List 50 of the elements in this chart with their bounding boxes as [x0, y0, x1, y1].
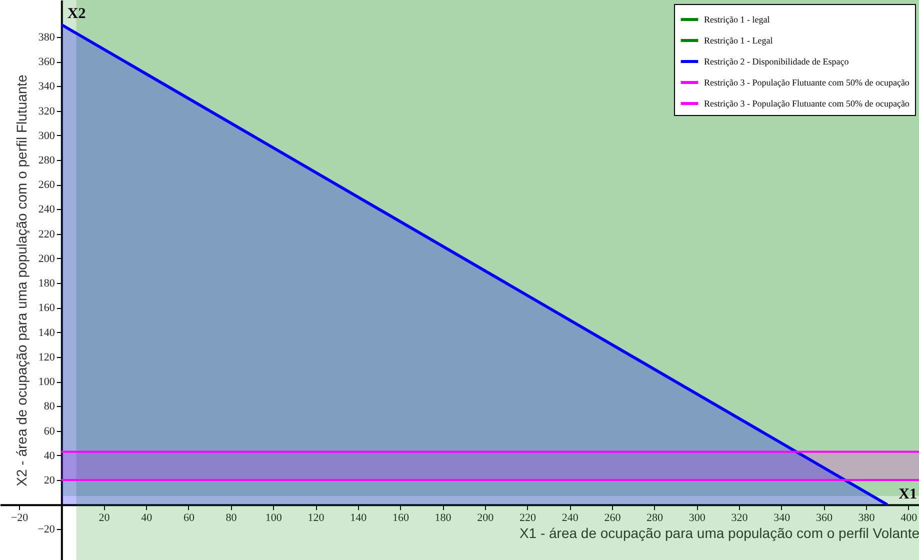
legend-label: Restrição 3 - População Flutuante com 50% de ocupação: [704, 98, 910, 108]
annotation: X2: [67, 6, 86, 22]
y-tick-label: 320: [38, 105, 56, 118]
y-tick-label: 160: [38, 302, 56, 314]
y-tick-label: 40: [44, 450, 56, 462]
x-tick-label: 260: [604, 512, 622, 524]
x-tick-label: 140: [350, 512, 368, 524]
x-tick-label: 80: [226, 512, 238, 524]
legend-label: Restrição 2 - Disponibilidade de Espaço: [704, 56, 850, 66]
x-tick-label: 280: [646, 512, 664, 524]
y-tick-label: 280: [38, 154, 56, 166]
legend-label: Restrição 3 - População Flutuante com 50% de ocupação: [704, 78, 910, 88]
x-tick-label: 400: [900, 512, 918, 524]
y-tick-label: 20: [44, 474, 56, 486]
y-tick-label: 260: [38, 179, 56, 192]
x-tick-label: 20: [98, 512, 110, 524]
x-tick-label: 240: [562, 512, 579, 524]
y-tick-label: 200: [38, 252, 56, 265]
y-tick-label: 360: [38, 56, 56, 68]
y-tick-label: 220: [38, 228, 56, 240]
band-label: Restrição 1 - Legal: [704, 36, 774, 46]
y-tick-label: 120: [38, 351, 56, 364]
y-tick-label: 240: [38, 204, 56, 216]
x-tick-label: 60: [183, 512, 195, 524]
x-tick-label: 120: [308, 512, 325, 524]
y-tick-label: 180: [38, 278, 56, 290]
y-tick-label: 340: [38, 80, 56, 93]
x-tick-label: −20: [10, 512, 29, 524]
x-tick-label: 300: [688, 512, 706, 524]
x-tick-label: 340: [774, 512, 791, 524]
x-tick-label: 160: [392, 512, 410, 524]
x-tick-label: 220: [520, 512, 537, 524]
x-tick-label: 360: [816, 512, 833, 524]
annotation: X1: [898, 486, 917, 503]
x-tick-label: 40: [141, 512, 153, 524]
x-tick-label: 380: [858, 512, 876, 524]
band-label: Restrição 1 - legal: [704, 14, 770, 24]
y-tick-label: 300: [38, 130, 56, 142]
x-tick-label: 100: [265, 512, 282, 524]
x-tick-label: 320: [731, 512, 748, 524]
y-axis-title: X2 - área de ocupação para uma população com o perfil Flutuante: [14, 74, 30, 486]
y-tick-label: −20: [38, 524, 56, 536]
y-tick-label: 80: [44, 400, 56, 413]
y-tick-label: 380: [38, 31, 56, 44]
y-tick-label: 60: [44, 425, 56, 438]
x-axis-title: X1 - área de ocupação para uma população com o perfil Volante: [519, 525, 919, 542]
x-tick-label: 200: [477, 512, 494, 524]
x-tick-label: 180: [434, 512, 452, 524]
y-tick-label: 100: [38, 376, 56, 388]
y-tick-label: 140: [38, 326, 56, 339]
